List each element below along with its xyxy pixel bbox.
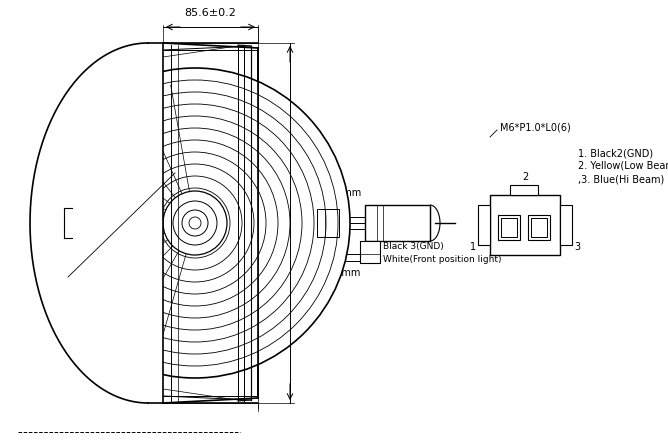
Bar bbox=[360, 241, 380, 263]
Text: 170.1±0.2: 170.1±0.2 bbox=[294, 195, 304, 251]
Bar bbox=[478, 205, 490, 245]
Circle shape bbox=[40, 68, 350, 378]
Text: LII(2x): LII(2x) bbox=[30, 275, 63, 285]
Text: 85.6±0.2: 85.6±0.2 bbox=[184, 8, 236, 18]
Bar bbox=[498, 215, 520, 240]
Bar bbox=[528, 215, 550, 240]
Circle shape bbox=[189, 217, 201, 229]
Text: 1007¤18AWG  400±20mm: 1007¤18AWG 400±20mm bbox=[230, 268, 360, 278]
Text: 3: 3 bbox=[574, 242, 580, 252]
Text: 1: 1 bbox=[470, 242, 476, 252]
Text: PVC  tube: PVC tube bbox=[230, 247, 275, 255]
Bar bbox=[510, 185, 538, 195]
Bar bbox=[501, 218, 517, 237]
Text: 2. Yellow(Low Beam): 2. Yellow(Low Beam) bbox=[578, 161, 668, 171]
Text: Heat shrink tube: Heat shrink tube bbox=[199, 260, 275, 270]
Circle shape bbox=[173, 201, 217, 245]
Bar bbox=[490, 195, 560, 255]
Circle shape bbox=[163, 191, 227, 255]
Text: Black 3(GND): Black 3(GND) bbox=[383, 243, 444, 251]
Bar bbox=[365, 205, 430, 241]
Text: 1. Black2(GND): 1. Black2(GND) bbox=[578, 148, 653, 158]
Text: M6*P1.0*L0(6): M6*P1.0*L0(6) bbox=[500, 122, 570, 132]
Bar bbox=[560, 205, 572, 245]
Bar bbox=[317, 209, 339, 237]
Text: 2: 2 bbox=[522, 172, 528, 182]
Text: ,3. Blue(Hi Beam): ,3. Blue(Hi Beam) bbox=[578, 174, 664, 184]
Bar bbox=[0, 0, 163, 445]
Text: White(Front position light): White(Front position light) bbox=[383, 255, 502, 264]
Text: 1007#18AWG  400±20mm: 1007#18AWG 400±20mm bbox=[229, 188, 361, 198]
Bar bbox=[531, 218, 547, 237]
Circle shape bbox=[182, 210, 208, 236]
